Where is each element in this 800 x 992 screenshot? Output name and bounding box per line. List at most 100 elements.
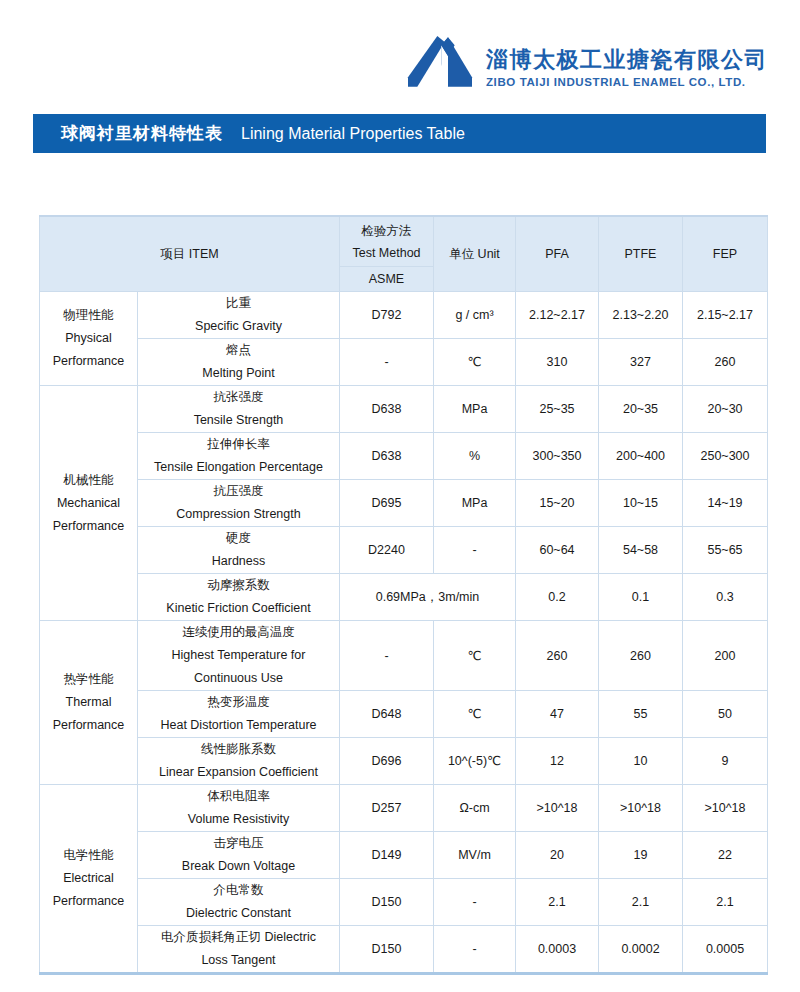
- item-cell: 比重Specific Gravity: [138, 292, 340, 339]
- method-cell: D792: [340, 292, 434, 339]
- value-cell: 9: [683, 738, 768, 785]
- test-method-zh: 检验方法: [340, 220, 433, 242]
- unit-cell: ℃: [434, 691, 516, 738]
- value-cell: 2.1: [683, 879, 768, 926]
- value-cell: 54~58: [599, 527, 683, 574]
- value-cell: 250~300: [683, 433, 768, 480]
- company-name-en: ZIBO TAIJI INDUSTRIAL ENAMEL CO., LTD.: [486, 76, 768, 89]
- value-cell: 19: [599, 832, 683, 879]
- value-cell: 50: [683, 691, 768, 738]
- col-header-unit: 单位 Unit: [434, 216, 516, 292]
- item-cell: 动摩擦系数Kinetic Friction Coefficient: [138, 574, 340, 621]
- table-row: 热变形温度Heat Distortion TemperatureD648℃475…: [40, 691, 768, 738]
- company-logo-icon: [406, 36, 474, 100]
- col-header-pfa: PFA: [516, 216, 599, 292]
- item-cell: 拉伸伸长率Tensile Elongation Percentage: [138, 433, 340, 480]
- value-cell: 55~65: [683, 527, 768, 574]
- item-cell: 硬度Hardness: [138, 527, 340, 574]
- value-cell: 260: [599, 621, 683, 691]
- company-header: 淄博太极工业搪瓷有限公司 ZIBO TAIJI INDUSTRIAL ENAME…: [0, 0, 800, 100]
- table-row: 拉伸伸长率Tensile Elongation PercentageD638%3…: [40, 433, 768, 480]
- page-title-en: Lining Material Properties Table: [241, 125, 465, 143]
- value-cell: 10~15: [599, 480, 683, 527]
- table-row: 物理性能PhysicalPerformance比重Specific Gravit…: [40, 292, 768, 339]
- unit-cell: MPa: [434, 480, 516, 527]
- unit-cell: -: [434, 527, 516, 574]
- method-cell: D2240: [340, 527, 434, 574]
- table-row: 抗压强度Compression StrengthD695MPa15~2010~1…: [40, 480, 768, 527]
- value-cell: 2.1: [599, 879, 683, 926]
- method-cell: D638: [340, 386, 434, 433]
- value-cell: 47: [516, 691, 599, 738]
- method-cell: D695: [340, 480, 434, 527]
- category-cell: 电学性能ElectricalPerformance: [40, 785, 138, 974]
- table-row: 击穿电压Break Down VoltageD149MV/m201922: [40, 832, 768, 879]
- company-name: 淄博太极工业搪瓷有限公司 ZIBO TAIJI INDUSTRIAL ENAME…: [486, 47, 768, 90]
- value-cell: 0.3: [683, 574, 768, 621]
- method-cell: -: [340, 339, 434, 386]
- unit-cell: g / cm³: [434, 292, 516, 339]
- value-cell: 0.2: [516, 574, 599, 621]
- item-cell: 热变形温度Heat Distortion Temperature: [138, 691, 340, 738]
- item-cell: 抗张强度Tensile Strength: [138, 386, 340, 433]
- method-cell: D696: [340, 738, 434, 785]
- page-title-zh: 球阀衬里材料特性表: [61, 122, 223, 145]
- value-cell: 0.1: [599, 574, 683, 621]
- value-cell: 14~19: [683, 480, 768, 527]
- unit-cell: -: [434, 926, 516, 974]
- table-row: 机械性能MechanicalPerformance抗张强度Tensile Str…: [40, 386, 768, 433]
- item-cell: 线性膨胀系数Linear Expansion Coefficient: [138, 738, 340, 785]
- method-cell: D257: [340, 785, 434, 832]
- col-header-ptfe: PTFE: [599, 216, 683, 292]
- value-cell: 310: [516, 339, 599, 386]
- value-cell: 20~30: [683, 386, 768, 433]
- table-row: 动摩擦系数Kinetic Friction Coefficient0.69MPa…: [40, 574, 768, 621]
- item-cell: 击穿电压Break Down Voltage: [138, 832, 340, 879]
- table-row: 线性膨胀系数Linear Expansion CoefficientD69610…: [40, 738, 768, 785]
- value-cell: >10^18: [516, 785, 599, 832]
- value-cell: 60~64: [516, 527, 599, 574]
- unit-cell: ℃: [434, 621, 516, 691]
- value-cell: 260: [683, 339, 768, 386]
- table-body: 物理性能PhysicalPerformance比重Specific Gravit…: [40, 292, 768, 974]
- properties-table: 项目 ITEM 检验方法 Test Method ASME 单位 Unit PF…: [39, 215, 768, 975]
- item-cell: 抗压强度Compression Strength: [138, 480, 340, 527]
- method-cell: D150: [340, 879, 434, 926]
- value-cell: 2.1: [516, 879, 599, 926]
- value-cell: 327: [599, 339, 683, 386]
- category-cell: 机械性能MechanicalPerformance: [40, 386, 138, 621]
- category-cell: 热学性能ThermalPerformance: [40, 621, 138, 785]
- value-cell: 200: [683, 621, 768, 691]
- value-cell: 55: [599, 691, 683, 738]
- value-cell: 260: [516, 621, 599, 691]
- method-cell: D648: [340, 691, 434, 738]
- item-cell: 体积电阻率Volume Resistivity: [138, 785, 340, 832]
- value-cell: 0.0005: [683, 926, 768, 974]
- category-cell: 物理性能PhysicalPerformance: [40, 292, 138, 386]
- value-cell: 22: [683, 832, 768, 879]
- value-cell: 12: [516, 738, 599, 785]
- value-cell: >10^18: [599, 785, 683, 832]
- value-cell: 2.15~2.17: [683, 292, 768, 339]
- table-row: 热学性能ThermalPerformance连续使用的最高温度Highest T…: [40, 621, 768, 691]
- method-cell: D638: [340, 433, 434, 480]
- value-cell: 300~350: [516, 433, 599, 480]
- table-row: 硬度HardnessD2240-60~6454~5855~65: [40, 527, 768, 574]
- item-cell: 熔点Melting Point: [138, 339, 340, 386]
- value-cell: 0.0002: [599, 926, 683, 974]
- unit-cell: 10^(-5)℃: [434, 738, 516, 785]
- method-unit-merged-cell: 0.69MPa，3m/min: [340, 574, 516, 621]
- col-header-test-method: 检验方法 Test Method ASME: [340, 216, 434, 292]
- value-cell: 2.13~2.20: [599, 292, 683, 339]
- col-header-fep: FEP: [683, 216, 768, 292]
- item-cell: 电介质损耗角正切 DielectricLoss Tangent: [138, 926, 340, 974]
- page-title-bar: 球阀衬里材料特性表 Lining Material Properties Tab…: [33, 114, 766, 153]
- item-cell: 连续使用的最高温度Highest Temperature forContinuo…: [138, 621, 340, 691]
- value-cell: 15~20: [516, 480, 599, 527]
- unit-cell: MPa: [434, 386, 516, 433]
- unit-cell: %: [434, 433, 516, 480]
- method-cell: -: [340, 621, 434, 691]
- test-method-label: 检验方法 Test Method: [340, 217, 433, 267]
- item-cell: 介电常数Dielectric Constant: [138, 879, 340, 926]
- value-cell: 20: [516, 832, 599, 879]
